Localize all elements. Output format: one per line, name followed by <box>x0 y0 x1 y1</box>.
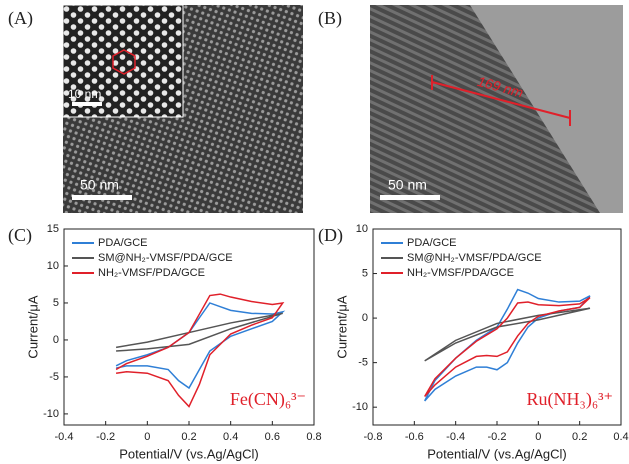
scale-text: 50 nm <box>388 177 427 193</box>
legend-label: PDA/GCE <box>98 237 148 249</box>
x-tick-label: -0.4 <box>446 431 465 443</box>
y-tick-label: 0 <box>362 312 368 324</box>
x-tick-label: -0.8 <box>364 431 383 443</box>
y-axis-label: Current/μA <box>25 295 40 358</box>
y-tick-label: -5 <box>358 357 368 369</box>
panel-label: (B) <box>318 8 342 29</box>
figure: (A) 10 nm 50 nm (B) 169 nm 50 nm (C)-0.4… <box>0 0 629 464</box>
x-tick-label: 0.2 <box>181 431 196 443</box>
y-tick-label: 15 <box>47 223 59 235</box>
y-tick-label: 0 <box>53 334 59 346</box>
scale-bar <box>72 102 102 106</box>
panel-label: (C) <box>8 225 32 246</box>
legend-label: SM@NH₂-VMSF/PDA/GCE <box>407 252 542 264</box>
cv-curve <box>116 303 283 388</box>
y-tick-label: -10 <box>43 408 59 420</box>
legend-label: NH₂-VMSF/PDA/GCE <box>98 267 205 279</box>
scale-text: 10 nm <box>68 87 101 101</box>
y-tick-label: -5 <box>49 371 59 383</box>
panel-label: (A) <box>8 8 33 29</box>
scale-text: 50 nm <box>80 177 119 193</box>
y-tick-label: 10 <box>47 260 59 272</box>
scale-bar <box>72 195 132 200</box>
annotation: Fe(CN)₆³⁻ <box>230 389 306 410</box>
y-tick-label: -10 <box>352 401 368 413</box>
annotation: Ru(NH₃)₆³⁺ <box>527 389 613 410</box>
page: (A) 10 nm 50 nm (B) 169 nm 50 nm (C)-0.4… <box>0 0 629 464</box>
x-tick-label: -0.2 <box>488 431 507 443</box>
legend-label: SM@NH₂-VMSF/PDA/GCE <box>98 252 233 264</box>
x-axis-label: Potential/V (vs.Ag/AgCl) <box>119 446 258 461</box>
x-tick-label: 0.4 <box>613 431 628 443</box>
legend-label: PDA/GCE <box>407 237 457 249</box>
y-tick-label: 10 <box>356 223 368 235</box>
y-axis-label: Current/μA <box>334 295 349 358</box>
x-tick-label: -0.6 <box>405 431 424 443</box>
x-tick-label: 0.8 <box>306 431 321 443</box>
x-tick-label: -0.2 <box>96 431 115 443</box>
x-axis-label: Potential/V (vs.Ag/AgCl) <box>427 446 566 461</box>
cv-curve <box>425 308 590 361</box>
x-tick-label: 0 <box>535 431 541 443</box>
y-tick-label: 5 <box>53 297 59 309</box>
panel-label: (D) <box>318 225 343 246</box>
x-tick-label: 0 <box>144 431 150 443</box>
scale-bar <box>380 195 440 200</box>
legend-label: NH₂-VMSF/PDA/GCE <box>407 267 514 279</box>
x-tick-label: 0.4 <box>223 431 238 443</box>
x-tick-label: 0.2 <box>572 431 587 443</box>
x-tick-label: -0.4 <box>55 431 74 443</box>
x-tick-label: 0.6 <box>265 431 280 443</box>
y-tick-label: 5 <box>362 267 368 279</box>
